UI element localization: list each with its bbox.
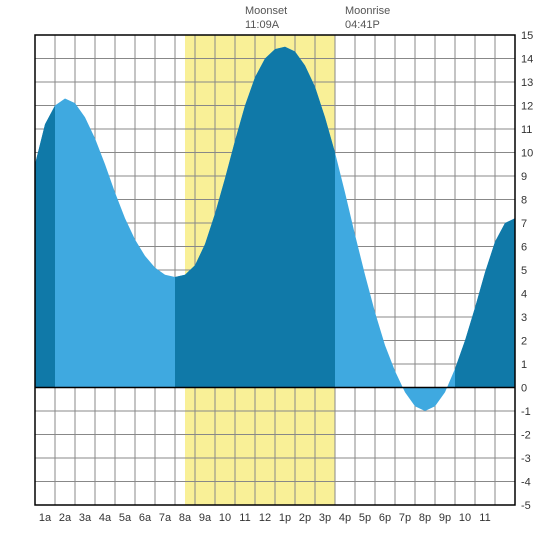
y-tick-label: 9 <box>521 171 527 183</box>
y-tick-label: -4 <box>521 477 531 489</box>
x-tick-label: 1p <box>279 512 291 524</box>
x-tick-label: 9a <box>199 512 212 524</box>
annotation-title: Moonrise <box>345 4 390 18</box>
x-tick-label: 5a <box>119 512 132 524</box>
x-tick-label: 2p <box>299 512 311 524</box>
x-tick-label: 7a <box>159 512 172 524</box>
x-tick-label: 4a <box>99 512 112 524</box>
x-tick-label: 12 <box>259 512 271 524</box>
y-tick-label: 0 <box>521 383 527 395</box>
x-tick-label: 6p <box>379 512 391 524</box>
y-tick-label: 14 <box>521 54 533 66</box>
x-tick-label: 2a <box>59 512 72 524</box>
y-tick-label: 6 <box>521 242 527 254</box>
annotation-time: 04:41P <box>345 18 390 32</box>
y-tick-label: 2 <box>521 336 527 348</box>
y-tick-label: 5 <box>521 265 527 277</box>
x-tick-label: 8p <box>419 512 431 524</box>
tide-chart: -5-4-3-2-101234567891011121314151a2a3a4a… <box>0 0 550 550</box>
x-tick-label: 1a <box>39 512 52 524</box>
y-tick-label: 15 <box>521 30 533 42</box>
y-tick-label: -1 <box>521 406 531 418</box>
y-tick-label: 7 <box>521 218 527 230</box>
x-tick-label: 10 <box>459 512 471 524</box>
x-tick-label: 5p <box>359 512 371 524</box>
chart-svg: -5-4-3-2-101234567891011121314151a2a3a4a… <box>0 0 550 550</box>
y-tick-label: 8 <box>521 195 527 207</box>
x-tick-label: 9p <box>439 512 451 524</box>
y-tick-label: 13 <box>521 77 533 89</box>
annotation-title: Moonset <box>245 4 287 18</box>
x-tick-label: 11 <box>239 512 250 524</box>
x-tick-label: 11 <box>479 512 490 524</box>
y-tick-label: 1 <box>521 359 527 371</box>
moonset-annotation: Moonset11:09A <box>245 4 287 33</box>
y-tick-label: 4 <box>521 289 527 301</box>
y-tick-label: -2 <box>521 430 531 442</box>
x-tick-label: 4p <box>339 512 351 524</box>
y-tick-label: 12 <box>521 101 533 113</box>
y-tick-label: 3 <box>521 312 527 324</box>
x-tick-label: 8a <box>179 512 192 524</box>
annotation-time: 11:09A <box>245 18 287 32</box>
y-tick-label: 10 <box>521 148 533 160</box>
y-tick-label: 11 <box>521 124 532 136</box>
y-tick-label: -3 <box>521 453 531 465</box>
x-tick-label: 3p <box>319 512 331 524</box>
y-tick-label: -5 <box>521 500 531 512</box>
moonrise-annotation: Moonrise04:41P <box>345 4 390 33</box>
x-tick-label: 3a <box>79 512 92 524</box>
x-tick-label: 7p <box>399 512 411 524</box>
x-tick-label: 6a <box>139 512 152 524</box>
x-tick-label: 10 <box>219 512 231 524</box>
